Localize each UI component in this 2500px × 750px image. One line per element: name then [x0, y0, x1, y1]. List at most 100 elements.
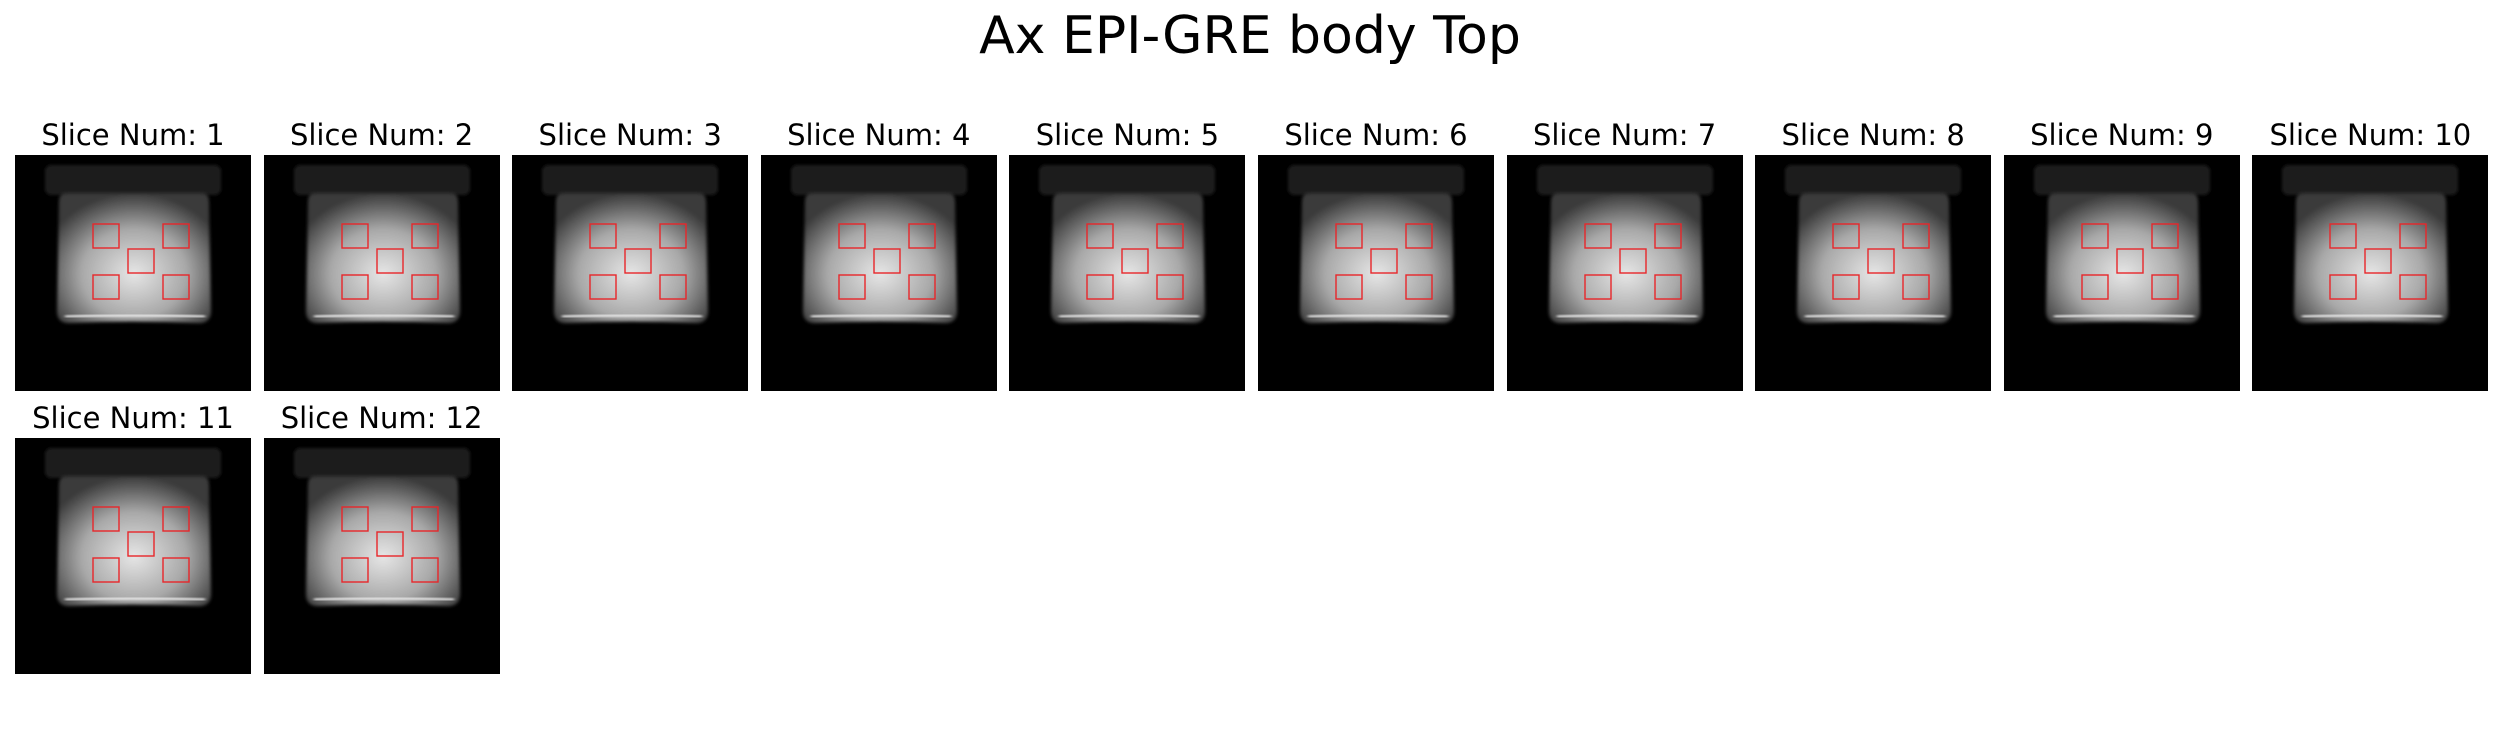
roi-upper-left	[2081, 223, 2109, 249]
roi-lower-right	[659, 274, 687, 300]
phantom-bright-edge	[313, 596, 454, 602]
slice-panel: Slice Num: 4	[760, 117, 997, 397]
roi-lower-right	[162, 557, 190, 583]
phantom-holder	[1785, 165, 1962, 195]
mri-slice-image	[15, 155, 251, 391]
phantom-bright-edge	[810, 313, 951, 319]
roi-upper-right	[410, 506, 439, 532]
mri-slice-image	[1755, 155, 1992, 391]
phantom-holder	[790, 165, 967, 195]
mri-slice-image	[1506, 155, 1743, 391]
roi-lower-left	[92, 274, 120, 300]
slice-panel: Slice Num: 8	[1755, 117, 1992, 397]
slice-title: Slice Num: 1	[41, 118, 225, 152]
roi-lower-left	[1086, 274, 1115, 300]
slice-panel: Slice Num: 9	[2003, 117, 2240, 397]
roi-upper-right	[2151, 223, 2179, 249]
slice-panel: Slice Num: 10	[2252, 117, 2489, 397]
roi-lower-right	[2151, 274, 2179, 300]
roi-upper-right	[410, 223, 439, 249]
roi-upper-left	[340, 223, 369, 249]
phantom-holder	[542, 165, 719, 195]
roi-center	[375, 248, 404, 274]
roi-center	[624, 248, 652, 274]
phantom-bright-edge	[1556, 313, 1697, 319]
roi-upper-right	[162, 506, 190, 532]
roi-lower-right	[162, 274, 190, 300]
slice-panel: Slice Num: 3	[512, 117, 749, 397]
roi-upper-left	[92, 506, 120, 532]
slice-title: Slice Num: 12	[280, 401, 483, 435]
phantom-body	[554, 193, 709, 323]
phantom-body	[2294, 193, 2449, 323]
roi-center	[127, 248, 155, 274]
roi-upper-left	[92, 223, 120, 249]
roi-center	[1618, 248, 1647, 274]
phantom-bright-edge	[64, 313, 206, 319]
slice-title: Slice Num: 8	[1781, 118, 1965, 152]
roi-upper-left	[1583, 223, 1612, 249]
roi-upper-left	[340, 506, 369, 532]
slice-title: Slice Num: 3	[538, 118, 722, 152]
roi-lower-right	[2399, 274, 2428, 300]
roi-lower-left	[340, 557, 369, 583]
mri-slice-image	[1009, 155, 1246, 391]
roi-lower-right	[908, 274, 936, 300]
phantom-body	[305, 476, 460, 606]
phantom-holder	[2033, 165, 2210, 195]
roi-upper-right	[1902, 223, 1930, 249]
slice-title: Slice Num: 11	[32, 401, 234, 435]
roi-lower-left	[1832, 274, 1860, 300]
phantom-bright-edge	[1805, 313, 1946, 319]
mri-slice-image	[1258, 155, 1494, 391]
slice-panel: Slice Num: 7	[1506, 117, 1743, 397]
roi-upper-left	[589, 223, 617, 249]
phantom-body	[1548, 193, 1703, 323]
phantom-body	[305, 193, 460, 323]
roi-center	[873, 248, 901, 274]
slice-title: Slice Num: 10	[2269, 118, 2472, 152]
mri-slice-image	[760, 155, 997, 391]
slice-title: Slice Num: 7	[1532, 118, 1717, 152]
phantom-bright-edge	[562, 313, 703, 319]
roi-center	[127, 531, 155, 557]
phantom-holder	[2282, 165, 2459, 195]
roi-lower-left	[589, 274, 617, 300]
phantom-body	[1300, 193, 1454, 323]
roi-upper-left	[2329, 223, 2358, 249]
roi-lower-left	[1335, 274, 1363, 300]
phantom-holder	[1288, 165, 1464, 195]
roi-lower-left	[92, 557, 120, 583]
slice-title: Slice Num: 4	[787, 118, 971, 152]
roi-lower-left	[2329, 274, 2358, 300]
roi-center	[375, 531, 404, 557]
slice-title: Slice Num: 5	[1035, 118, 1220, 152]
roi-lower-left	[1583, 274, 1612, 300]
phantom-bright-edge	[64, 596, 206, 602]
roi-lower-right	[1405, 274, 1433, 300]
roi-lower-right	[410, 557, 439, 583]
slice-panel: Slice Num: 5	[1009, 117, 1246, 397]
phantom-body	[1797, 193, 1952, 323]
slice-title: Slice Num: 6	[1284, 118, 1468, 152]
mri-slice-image	[263, 438, 500, 674]
roi-center	[2364, 248, 2393, 274]
roi-lower-right	[1902, 274, 1930, 300]
phantom-bright-edge	[1307, 313, 1449, 319]
phantom-holder	[1039, 165, 1216, 195]
roi-upper-left	[1335, 223, 1363, 249]
phantom-holder	[45, 165, 221, 195]
phantom-holder	[293, 448, 470, 478]
roi-upper-right	[162, 223, 190, 249]
roi-lower-left	[2081, 274, 2109, 300]
roi-upper-right	[1405, 223, 1433, 249]
roi-lower-right	[1653, 274, 1682, 300]
phantom-bright-edge	[2053, 313, 2194, 319]
slice-title: Slice Num: 2	[289, 118, 474, 152]
slice-panel: Slice Num: 1	[15, 117, 251, 397]
phantom-body	[2045, 193, 2200, 323]
roi-upper-left	[1086, 223, 1115, 249]
roi-center	[1121, 248, 1150, 274]
mri-slice-image	[15, 438, 251, 674]
roi-upper-right	[908, 223, 936, 249]
